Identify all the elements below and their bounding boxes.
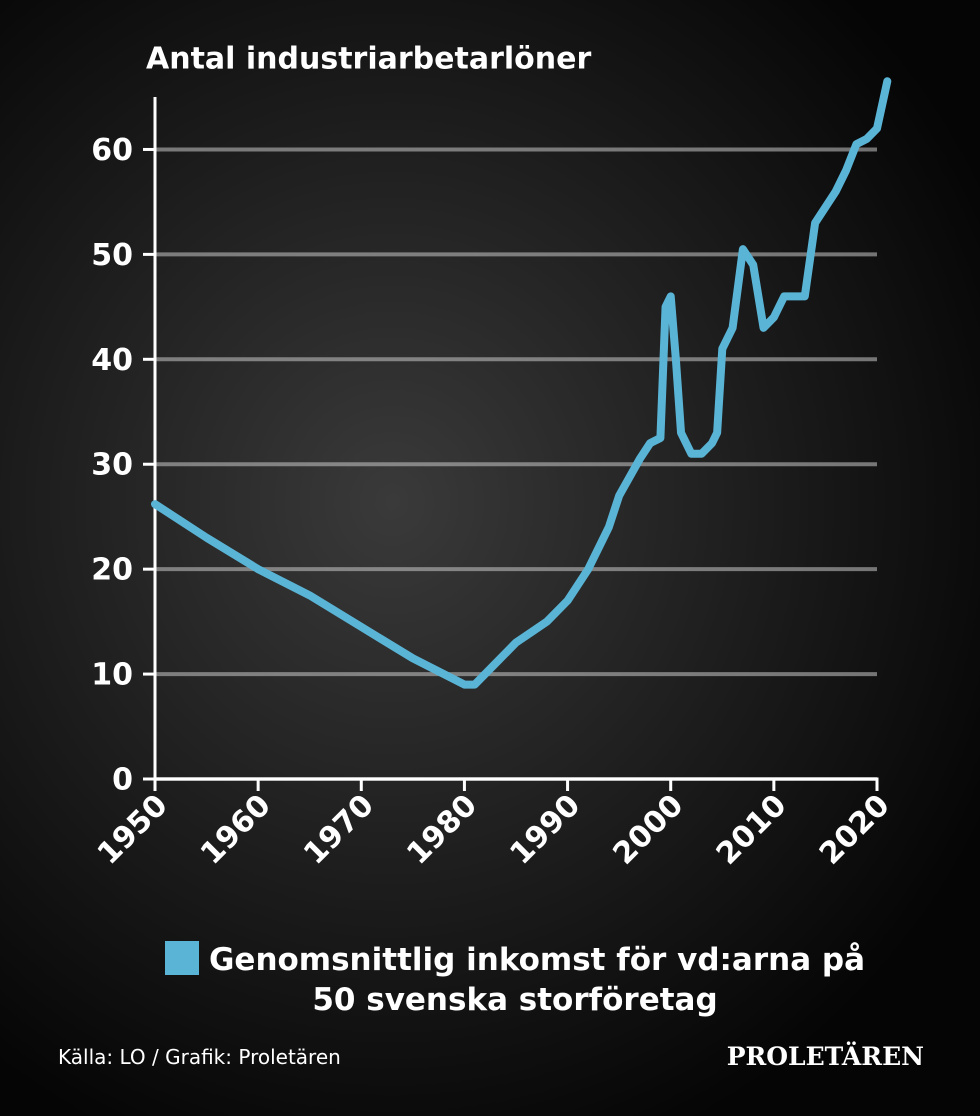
data-line (151, 77, 892, 689)
x-tick-label: 1980 (400, 788, 484, 872)
chart-title: Antal industriarbetarlöner (146, 42, 591, 77)
y-tick-label: 10 (91, 658, 133, 693)
legend: Genomsnittlig inkomst för vd:arna på 50 … (150, 940, 880, 1020)
source: Källa: LO / Grafik: Proletären (58, 1045, 341, 1069)
x-tick-label: 2020 (813, 788, 897, 872)
x-tick-label: 2000 (607, 788, 691, 872)
y-tick-label: 50 (91, 238, 133, 273)
y-tick-label: 40 (91, 343, 133, 378)
brand: PROLETÄREN (726, 1042, 924, 1071)
x-tick-label: 1990 (503, 788, 587, 872)
x-tick-label: 1970 (297, 788, 381, 872)
x-tick-label: 1950 (91, 788, 175, 872)
y-tick-label: 30 (91, 448, 133, 483)
y-tick-label: 20 (91, 553, 133, 588)
x-tick-label: 2010 (710, 788, 794, 872)
legend-label: Genomsnittlig inkomst för vd:arna på 50 … (208, 942, 866, 1018)
legend-swatch (164, 941, 199, 975)
y-tick-label: 60 (91, 133, 133, 168)
x-tick-label: 1960 (194, 788, 278, 872)
y-tick-label: 0 (112, 763, 133, 798)
